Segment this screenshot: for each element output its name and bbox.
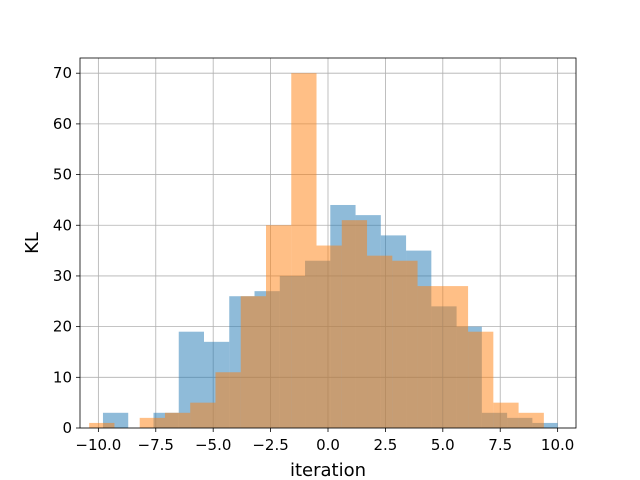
x-tick-label: 0.0 [316, 436, 340, 454]
y-tick-label: 50 [53, 166, 72, 184]
histogram-bar-series-2 [417, 286, 443, 428]
x-tick-label: −7.5 [138, 436, 174, 454]
histogram-bar-series-2 [518, 412, 544, 428]
x-tick-label: −10.0 [75, 436, 121, 454]
x-tick-label: 7.5 [488, 436, 512, 454]
histogram-bar-series-2 [291, 73, 317, 429]
y-tick-label: 10 [53, 368, 72, 386]
x-tick-label: 10.0 [541, 436, 574, 454]
histogram-bar-series-2 [139, 417, 165, 428]
ticks-layer: −10.0 −7.5 −5.0 −2.5 0.0 2.5 5.0 7.5 10.0 0 10 20 30… [53, 64, 574, 454]
histogram-bar-series-2 [493, 402, 519, 428]
y-tick-label: 0 [62, 419, 72, 437]
y-tick-label: 70 [53, 64, 72, 82]
histogram-bar-series-1 [532, 422, 558, 428]
y-tick-label: 30 [53, 267, 72, 285]
y-tick-label: 40 [53, 216, 72, 234]
histogram-bar-series-2 [164, 412, 191, 428]
histogram-bar-series-2 [367, 255, 393, 428]
x-tick-label: 5.0 [431, 436, 455, 454]
x-tick-label: −5.0 [195, 436, 231, 454]
y-axis-label: KL [22, 232, 43, 254]
histogram-bar-series-2 [316, 245, 342, 428]
bars-layer [89, 73, 558, 429]
histogram-bar-series-2 [190, 402, 216, 428]
x-axis-label: iteration [290, 460, 366, 480]
histogram-bar-series-2 [266, 225, 292, 428]
histogram-bar-series-2 [392, 260, 418, 428]
y-tick-label: 60 [53, 115, 72, 133]
histogram-bar-series-2 [215, 372, 241, 428]
x-tick-label: 2.5 [373, 436, 397, 454]
y-tick-label: 20 [53, 318, 72, 336]
histogram-bar-series-2 [442, 286, 469, 428]
histogram-bar-series-2 [240, 296, 266, 428]
histogram-bar-series-2 [89, 422, 115, 428]
histogram-bar-series-2 [468, 331, 494, 428]
histogram-bar-series-2 [341, 220, 368, 428]
x-tick-label: −2.5 [252, 436, 288, 454]
